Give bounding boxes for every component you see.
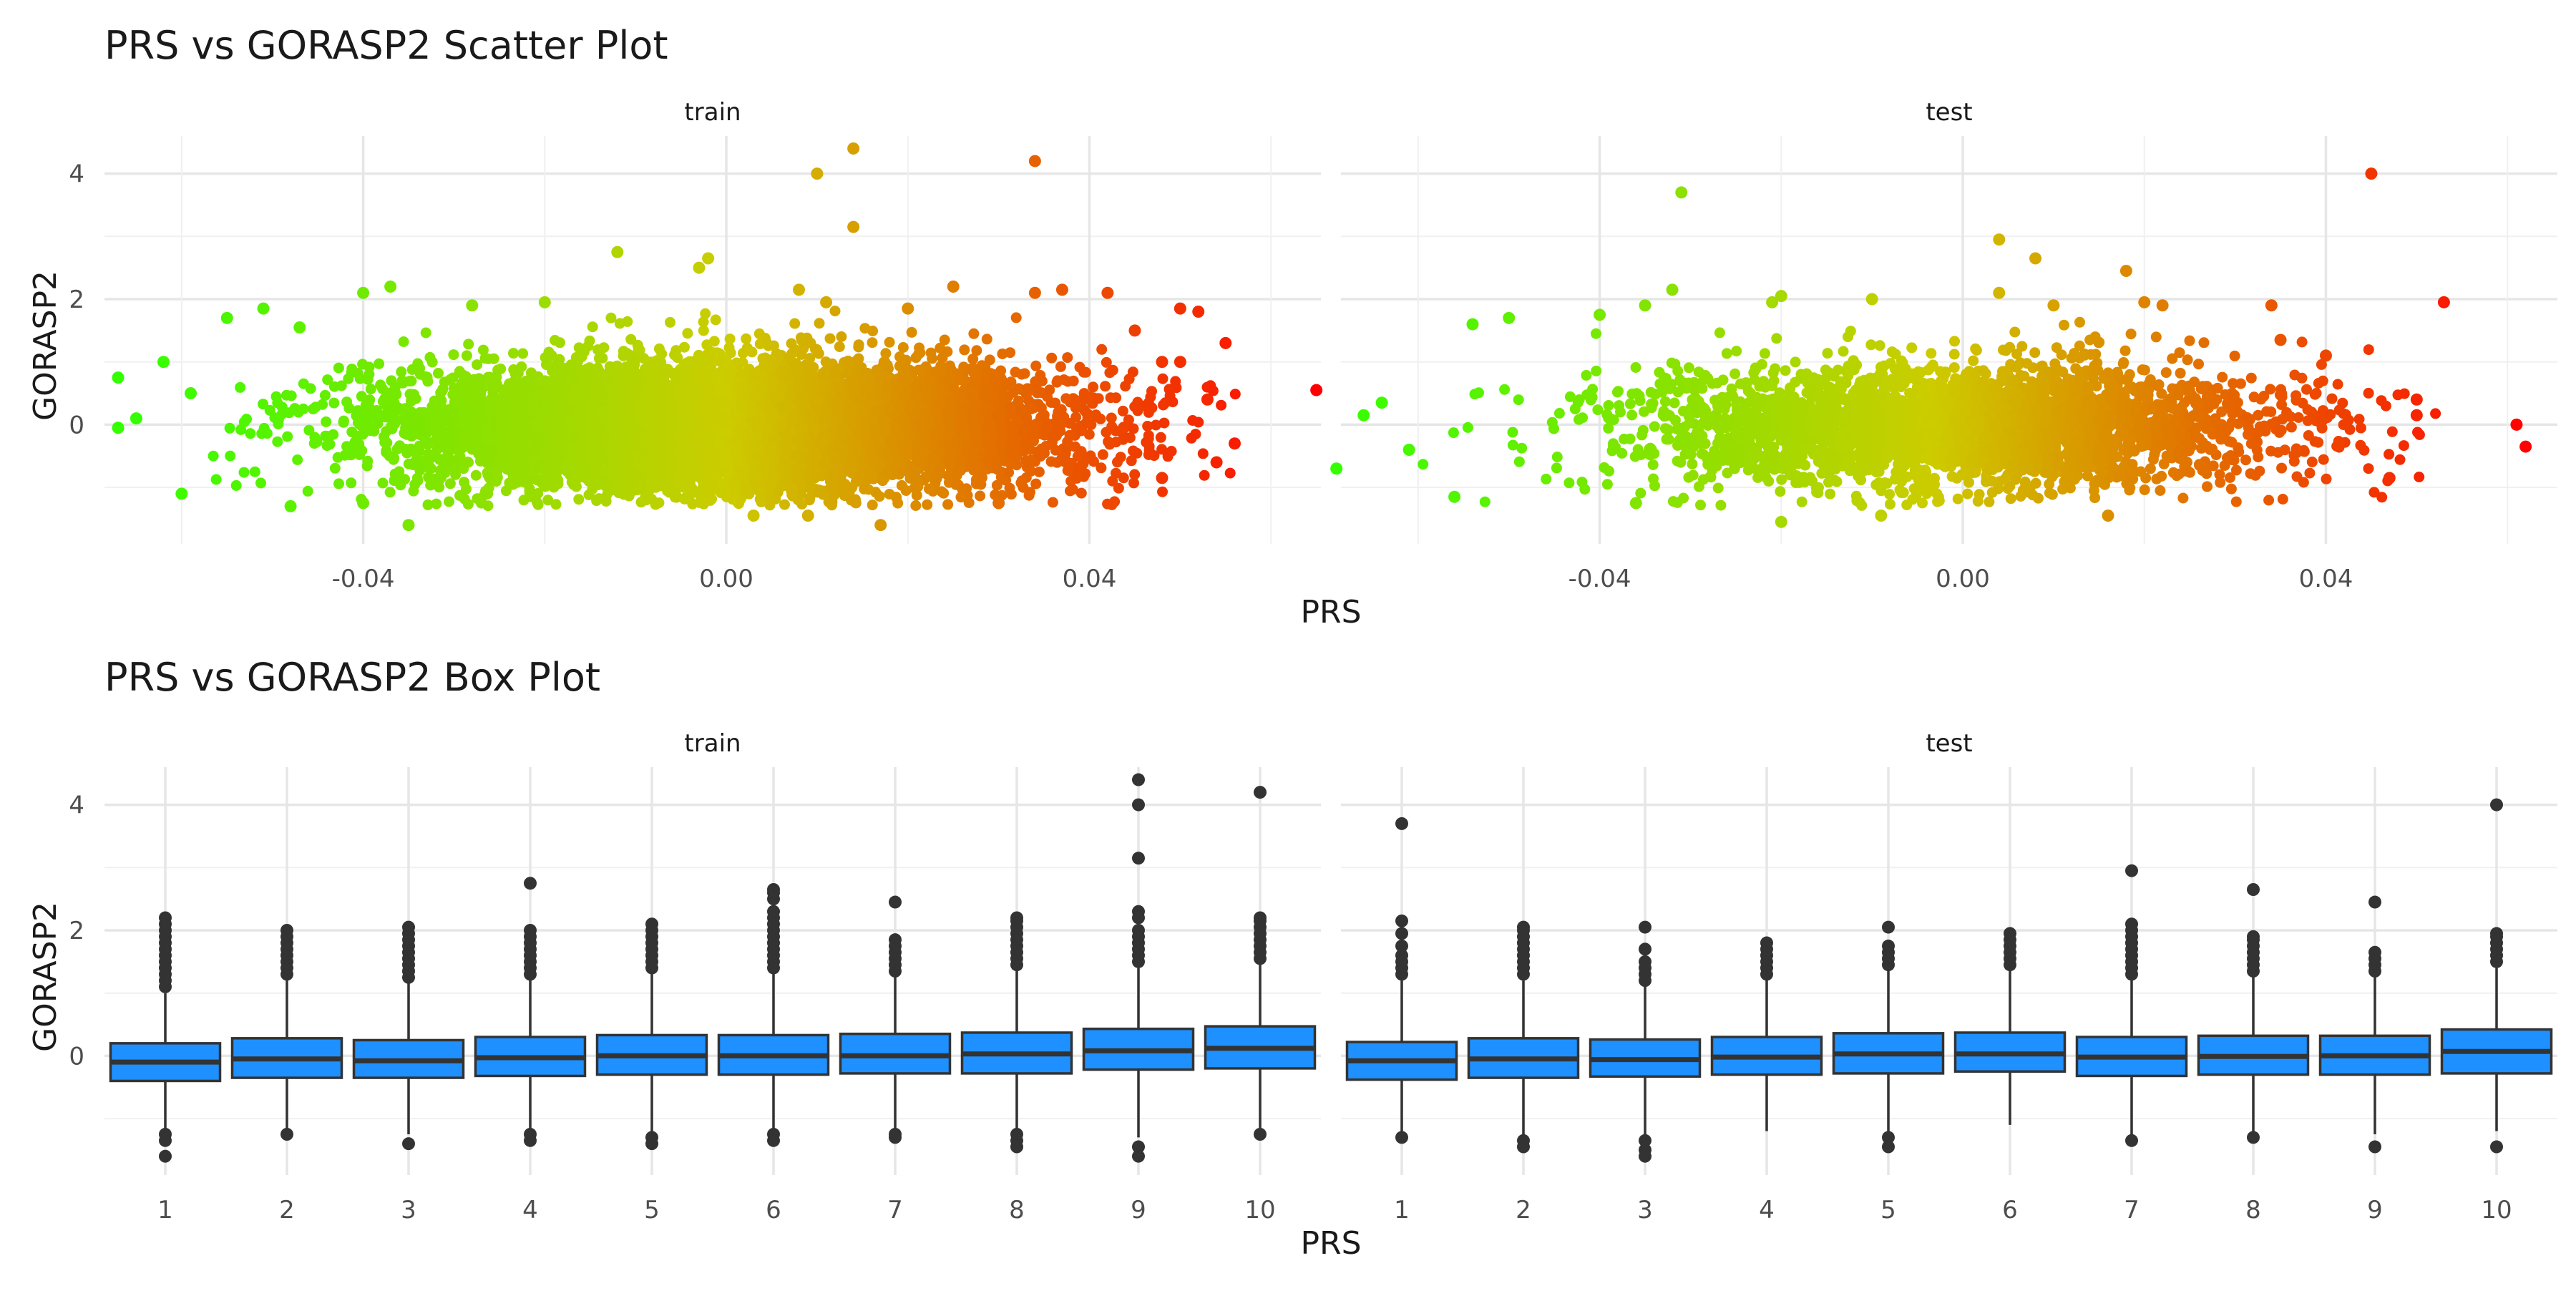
scatter-point	[1098, 449, 1108, 460]
scatter-point	[1100, 381, 1111, 391]
scatter-y-tick-label: 2	[69, 286, 84, 314]
scatter-point	[1198, 448, 1209, 459]
scatter-point	[926, 348, 937, 359]
scatter-point	[1010, 367, 1021, 378]
scatter-point	[338, 417, 349, 428]
scatter-point	[344, 449, 355, 460]
scatter-point	[682, 328, 693, 338]
scatter-point	[1225, 468, 1236, 479]
scatter-x-tick-label: 0.00	[699, 565, 753, 593]
scatter-point	[573, 494, 584, 505]
scatter-point	[587, 321, 598, 332]
scatter-point	[1187, 415, 1198, 426]
scatter-point	[328, 398, 339, 409]
scatter-point	[698, 326, 709, 336]
scatter-point	[329, 381, 340, 392]
scatter-point	[409, 389, 419, 400]
scatter-point	[303, 486, 313, 497]
scatter-point	[421, 328, 431, 338]
scatter-point	[1078, 367, 1089, 378]
scatter-point	[1132, 405, 1143, 416]
scatter-point	[982, 333, 992, 344]
scatter-point	[245, 428, 255, 439]
scatter-point	[517, 349, 528, 359]
scatter-point	[874, 491, 885, 502]
scatter-point	[1157, 487, 1168, 497]
scatter-point	[1199, 470, 1210, 481]
scatter-point	[1020, 455, 1031, 466]
scatter-point	[942, 346, 952, 357]
scatter-point	[997, 349, 1008, 359]
scatter-point	[354, 449, 365, 460]
scatter-point	[859, 484, 869, 495]
scatter-point	[374, 359, 384, 369]
scatter-point	[1065, 486, 1075, 497]
scatter-point	[922, 500, 932, 510]
scatter-x-tick-label: -0.04	[332, 565, 395, 593]
scatter-point	[825, 333, 836, 344]
scatter-point	[910, 500, 921, 511]
scatter-point	[1001, 381, 1012, 391]
scatter-point	[836, 331, 847, 342]
scatter-point	[250, 467, 260, 477]
scatter-y-tick-label: 0	[69, 411, 84, 439]
scatter-point	[471, 470, 482, 481]
scatter-point	[796, 332, 806, 343]
scatter-point	[830, 306, 841, 316]
scatter-point	[1046, 457, 1057, 467]
scatter-point	[936, 486, 947, 497]
scatter-point	[1216, 400, 1226, 411]
scatter-point	[711, 314, 721, 325]
scatter-point	[433, 368, 444, 379]
scatter-point	[907, 327, 917, 338]
scatter-point	[445, 478, 456, 489]
scatter-point	[959, 344, 970, 355]
scatter-point	[1034, 467, 1045, 477]
scatter-x-tick-label: 0.04	[1063, 565, 1117, 593]
scatter-point	[1046, 353, 1057, 364]
scatter-point	[625, 334, 636, 345]
scatter-point	[375, 379, 386, 390]
scatter-point	[1124, 374, 1135, 384]
scatter-point	[1030, 479, 1041, 489]
scatter-point	[834, 341, 845, 352]
scatter-point	[1088, 381, 1098, 392]
scatter-point	[1076, 488, 1087, 499]
scatter-point	[1156, 432, 1166, 443]
scatter-point	[508, 348, 519, 359]
scatter-point	[321, 416, 331, 427]
scatter-point	[975, 479, 986, 490]
scatter-point	[709, 336, 720, 346]
scatter-point	[779, 500, 790, 510]
scatter-point	[1055, 361, 1066, 372]
scatter-point	[1146, 402, 1157, 413]
scatter-point	[1020, 439, 1031, 450]
scatter-point	[884, 337, 895, 348]
scatter-point	[385, 487, 396, 497]
scatter-title: PRS vs GORASP2 Scatter Plot	[104, 23, 668, 68]
scatter-point	[424, 352, 435, 363]
scatter-y-tick-label: 4	[69, 160, 84, 189]
scatter-point	[308, 404, 318, 414]
scatter-point	[1126, 455, 1137, 466]
scatter-point	[444, 497, 454, 507]
scatter-point	[1106, 413, 1117, 424]
scatter-point	[1158, 418, 1169, 429]
scatter-point	[225, 423, 235, 434]
